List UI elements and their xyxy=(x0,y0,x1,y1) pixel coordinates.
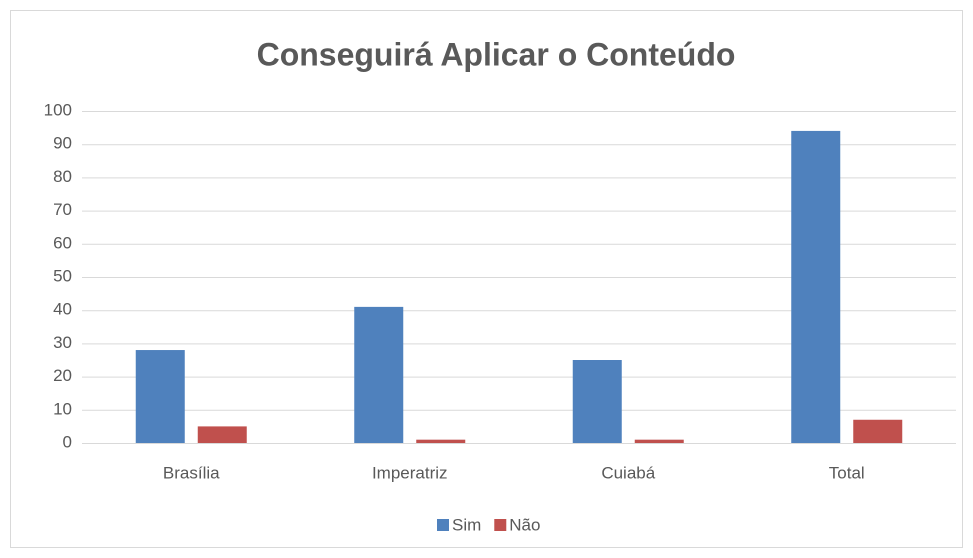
y-tick-label: 70 xyxy=(53,200,72,219)
bar xyxy=(354,306,404,443)
y-tick-label: 50 xyxy=(53,266,72,285)
x-tick-label: Total xyxy=(829,463,865,482)
chart-title: Conseguirá Aplicar o Conteúdo xyxy=(257,36,736,72)
y-tick-label: 100 xyxy=(44,100,72,119)
bar xyxy=(135,350,185,443)
y-tick-label: 20 xyxy=(53,366,72,385)
legend-label: Não xyxy=(509,515,540,534)
bar xyxy=(197,426,247,443)
y-tick-label: 80 xyxy=(53,167,72,186)
y-tick-label: 60 xyxy=(53,233,72,252)
bar xyxy=(853,419,903,443)
bar xyxy=(791,130,841,444)
x-tick-label: Brasília xyxy=(163,463,220,482)
y-tick-label: 40 xyxy=(53,300,72,319)
x-tick-label: Cuiabá xyxy=(601,463,655,482)
y-tick-label: 10 xyxy=(53,399,72,418)
legend-swatch xyxy=(437,519,449,531)
legend-swatch xyxy=(494,519,507,531)
y-tick-label: 0 xyxy=(63,432,72,451)
bar xyxy=(572,360,622,443)
bar xyxy=(634,439,684,443)
bar xyxy=(416,439,466,443)
y-tick-label: 90 xyxy=(53,134,72,153)
legend-label: Sim xyxy=(452,515,481,534)
x-tick-label: Imperatriz xyxy=(372,463,448,482)
y-tick-label: 30 xyxy=(53,333,72,352)
